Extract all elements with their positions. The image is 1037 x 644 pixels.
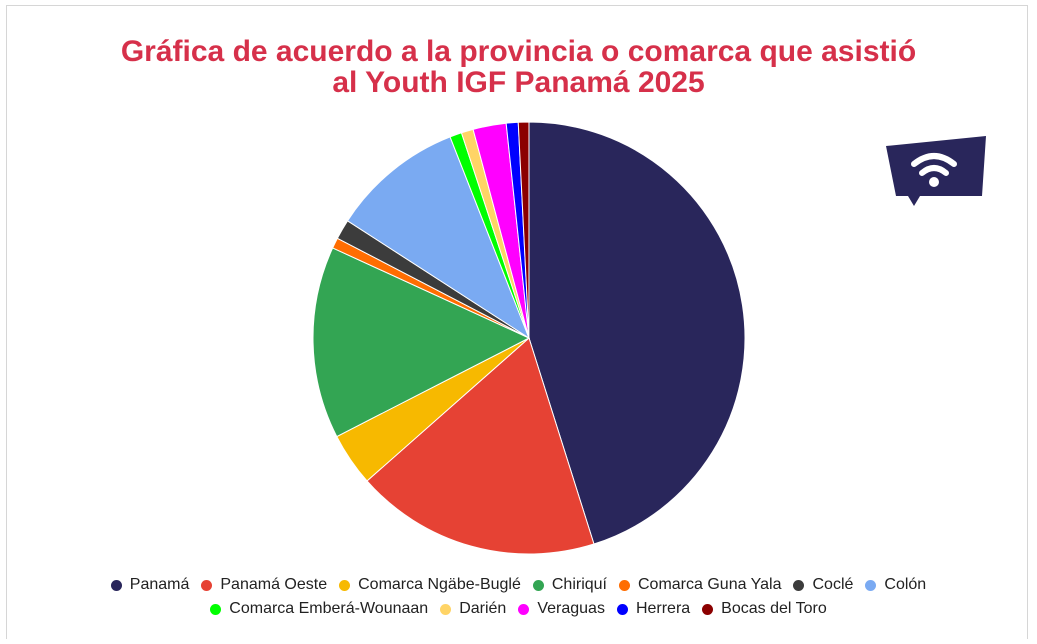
legend-label: Colón — [884, 576, 927, 593]
legend-item[interactable]: Comarca Emberá-Wounaan — [210, 598, 428, 620]
legend-label: Veraguas — [537, 600, 605, 617]
legend-item[interactable]: Comarca Ngäbe-Buglé — [339, 574, 521, 596]
wifi-logo-icon — [886, 136, 986, 206]
chart-frame — [6, 5, 1028, 639]
pie-slice-11[interactable] — [517, 121, 530, 339]
legend-label: Panamá — [129, 576, 190, 593]
legend-color-dot — [210, 603, 222, 615]
legend-label: Comarca Ngäbe-Buglé — [358, 576, 521, 593]
legend-item[interactable]: Comarca Guna Yala — [619, 574, 781, 596]
legend-label: Comarca Emberá-Wounaan — [229, 600, 429, 617]
legend-label: Comarca Guna Yala — [638, 576, 782, 593]
legend-item[interactable]: Darién — [440, 598, 506, 620]
chart-title-line-1: Gráfica de acuerdo a la provincia o coma… — [120, 35, 917, 68]
pie-slice-1[interactable] — [366, 337, 595, 555]
legend-item[interactable]: Panamá Oeste — [201, 574, 327, 596]
pie-slices — [312, 121, 746, 555]
pie-slice-0[interactable] — [528, 121, 746, 545]
legend-item[interactable]: Bocas del Toro — [702, 598, 827, 620]
legend-color-dot — [518, 603, 530, 615]
pie-slice-6[interactable] — [346, 136, 531, 340]
legend-item[interactable]: Veraguas — [518, 598, 605, 620]
legend-color-dot — [532, 579, 544, 591]
legend-label: Bocas del Toro — [721, 600, 827, 617]
legend-color-dot — [702, 603, 714, 615]
legend-label: Darién — [459, 600, 507, 617]
legend-color-dot — [440, 603, 452, 615]
legend-item[interactable]: Chiriquí — [532, 574, 607, 596]
legend-color-dot — [793, 579, 805, 591]
legend-color-dot — [865, 579, 877, 591]
legend-color-dot — [619, 579, 630, 591]
chart-legend: Panamá Panamá Oeste Comarca Ngäbe-Buglé Chi… — [40, 574, 997, 620]
legend-color-dot — [339, 579, 351, 591]
legend-label: Panamá Oeste — [220, 576, 328, 593]
legend-color-dot — [616, 603, 628, 615]
pie-slice-3[interactable] — [312, 247, 531, 438]
legend-item[interactable]: Herrera — [616, 598, 691, 620]
chart-title-line-2: al Youth IGF Panamá 2025 — [332, 66, 705, 99]
legend-item[interactable]: Panamá — [110, 574, 190, 596]
legend-item[interactable]: Colón — [865, 574, 926, 596]
chart-title: Gráfica de acuerdo a la provincia o coma… — [0, 36, 1037, 98]
legend-item[interactable]: Coclé — [793, 574, 853, 596]
legend-label: Herrera — [635, 600, 691, 617]
legend-label: Chiriquí — [551, 576, 607, 593]
legend-color-dot — [110, 579, 122, 591]
legend-label: Coclé — [812, 576, 854, 593]
legend-color-dot — [201, 579, 213, 591]
